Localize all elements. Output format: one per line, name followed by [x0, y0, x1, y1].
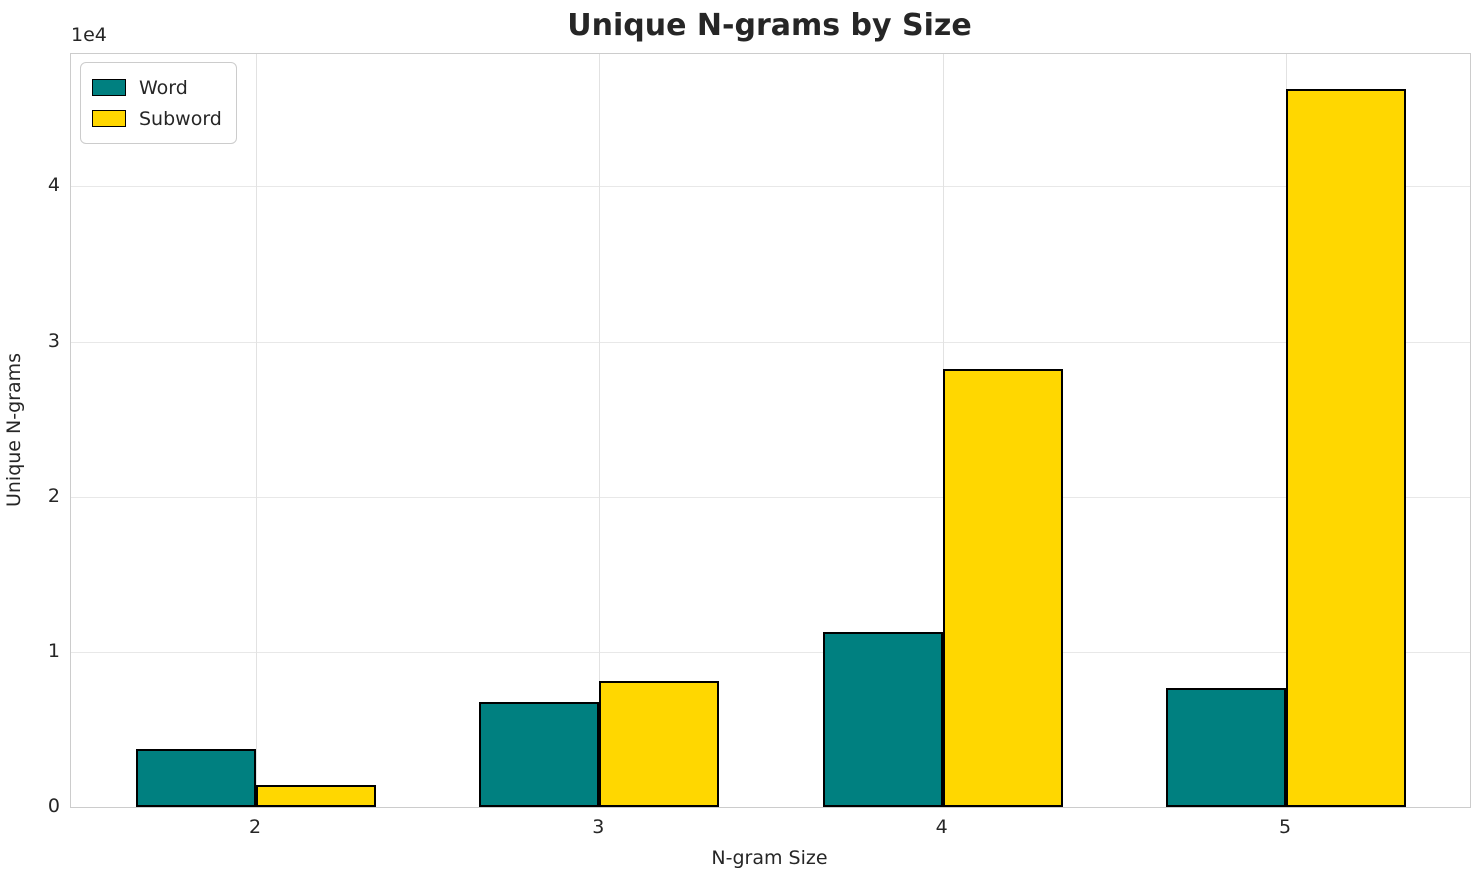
v-gridline-2 — [256, 54, 257, 807]
bar-word-ngram-2 — [136, 748, 256, 807]
h-gridline-4 — [71, 186, 1470, 188]
bar-word-ngram-5 — [1165, 688, 1286, 807]
plot-area — [70, 53, 1471, 808]
v-gridline-3 — [599, 54, 601, 807]
legend-swatch-word — [92, 79, 126, 96]
x-tick-label-3: 3 — [592, 816, 605, 838]
y-tick-label-4: 4 — [47, 174, 60, 197]
legend-item-word: Word — [92, 72, 222, 103]
legend: Word Subword — [80, 62, 237, 144]
h-gridline-2 — [71, 496, 1470, 498]
bar-subword-ngram-4 — [942, 369, 1063, 807]
bar-subword-ngram-5 — [1285, 89, 1406, 807]
x-tick-label-4: 4 — [935, 816, 948, 838]
x-tick-label-5: 5 — [1278, 816, 1292, 838]
y-tick-label-0: 0 — [47, 795, 60, 817]
y-tick-label-1: 1 — [47, 639, 60, 662]
bar-word-ngram-3 — [479, 701, 600, 807]
legend-item-subword: Subword — [92, 103, 222, 134]
h-gridline-1 — [71, 651, 1470, 653]
bar-subword-ngram-3 — [599, 680, 720, 807]
x-tick-label-2: 2 — [248, 816, 262, 838]
y-axis-label: Unique N-grams — [3, 352, 25, 508]
legend-swatch-subword — [92, 110, 126, 127]
bar-word-ngram-4 — [822, 631, 943, 807]
y-tick-label-2: 2 — [47, 484, 60, 507]
y-axis-offset-text: 1e4 — [71, 24, 107, 46]
chart-title: Unique N-grams by Size — [567, 8, 972, 43]
x-axis-label: N-gram Size — [711, 847, 828, 869]
bar-subword-ngram-2 — [256, 785, 376, 807]
h-gridline-3 — [71, 341, 1470, 343]
y-tick-label-3: 3 — [47, 329, 60, 352]
legend-label-subword: Subword — [139, 107, 222, 130]
legend-label-word: Word — [139, 76, 188, 99]
